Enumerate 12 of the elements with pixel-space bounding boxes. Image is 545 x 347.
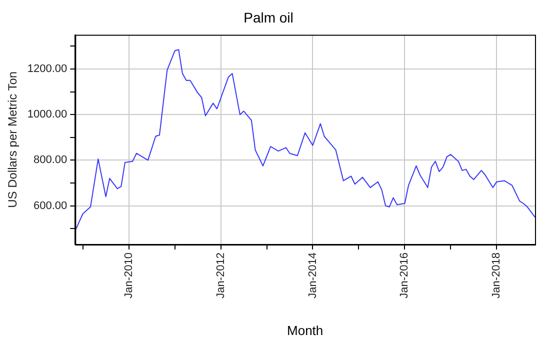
x-tick-label: Jan-2010 — [122, 252, 135, 298]
x-tick-label: Jan-2016 — [398, 252, 411, 298]
y-tick-label: 1000.00 — [27, 108, 68, 121]
y-axis-title: US Dollars per Metric Ton — [6, 71, 20, 208]
x-tick-label: Jan-2014 — [306, 252, 319, 298]
chart-title: Palm oil — [244, 9, 294, 26]
x-axis-title: Month — [287, 322, 324, 338]
x-tick-label: Jan-2018 — [490, 252, 503, 298]
x-tick-label: Jan-2012 — [214, 252, 227, 298]
y-tick-label: 800.00 — [34, 154, 68, 166]
y-tick-label: 1200.00 — [27, 63, 68, 76]
y-tick-label: 600.00 — [34, 200, 68, 212]
